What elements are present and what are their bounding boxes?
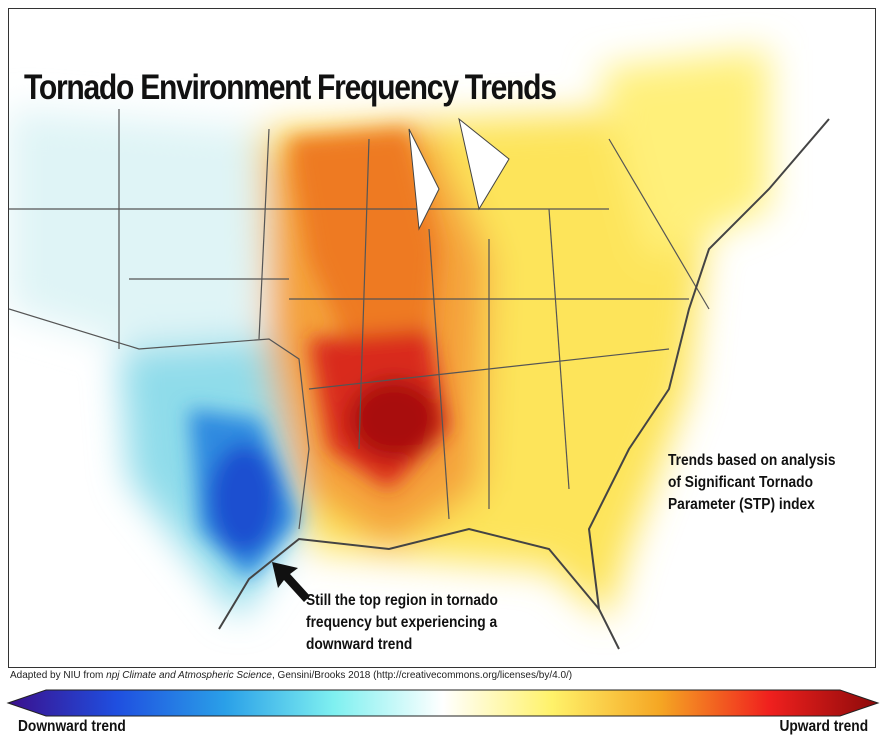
- stp-note: Trends based on analysis of Significant …: [668, 450, 835, 516]
- state-borders: [9, 109, 710, 530]
- credit-journal: npj Climate and Atmospheric Science: [106, 670, 272, 681]
- note-line: downward trend: [306, 636, 413, 653]
- map-title: Tornado Environment Frequency Trends: [24, 68, 557, 107]
- credit-prefix: Adapted by NIU from: [10, 670, 107, 681]
- note-line: Parameter (STP) index: [668, 496, 815, 513]
- note-line: frequency but experiencing a: [306, 614, 498, 631]
- great-lakes: [408, 117, 510, 231]
- note-line: Still the top region in tornado: [306, 592, 498, 609]
- downward-trend-label: Downward trend: [18, 718, 126, 735]
- trend-map: [8, 8, 876, 668]
- credit-suffix: , Gensini/Brooks 2018 (http://creativeco…: [271, 670, 573, 681]
- note-line: Trends based on analysis: [668, 452, 836, 469]
- note-line: of Significant Tornado: [668, 474, 813, 491]
- source-credit: Adapted by NIU from npj Climate and Atmo…: [10, 670, 572, 681]
- arrow-icon: [272, 562, 310, 602]
- texas-note: Still the top region in tornado frequenc…: [306, 590, 498, 656]
- color-scale-bar: [6, 689, 880, 717]
- upward-trend-label: Upward trend: [779, 718, 868, 735]
- coastline: [218, 118, 830, 650]
- trend-map-graphic: [9, 49, 830, 650]
